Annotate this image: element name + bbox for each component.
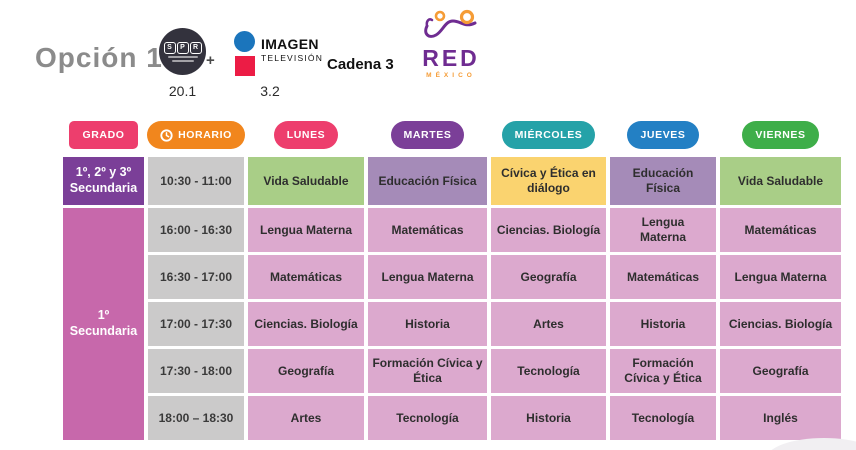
subject-cell: Vida Saludable — [248, 157, 364, 205]
cadena-3-label: Cadena 3 — [327, 56, 394, 73]
subject-cell: Educación Física — [368, 157, 487, 205]
grade-cell-all-secundaria: 1º, 2º y 3º Secundaria — [63, 157, 144, 205]
time-cell: 17:30 - 18:00 — [148, 349, 244, 393]
red-swoosh-icon — [424, 9, 477, 38]
subject-cell: Cívica y Ética en diálogo — [491, 157, 606, 205]
imagen-blue-circle-icon — [234, 31, 255, 52]
column-header-miercoles: MIÉRCOLES — [501, 121, 596, 149]
subject-cell: Tecnología — [368, 396, 487, 440]
subject-cell: Historia — [368, 302, 487, 346]
subject-cell: Historia — [610, 302, 716, 346]
subject-cell: Tecnología — [491, 349, 606, 393]
imagen-red-square-icon — [235, 56, 255, 76]
subject-cell: Geografía — [720, 349, 841, 393]
red-logo-subname: MÉXICO — [426, 72, 476, 79]
subject-cell: Matemáticas — [248, 255, 364, 299]
subject-cell: Lengua Materna — [720, 255, 841, 299]
time-cell: 16:00 - 16:30 — [148, 208, 244, 252]
time-cell: 16:30 - 17:00 — [148, 255, 244, 299]
subject-cell: Formación Cívica y Ética — [368, 349, 487, 393]
subject-cell: Artes — [248, 396, 364, 440]
subject-cell: Formación Cívica y Ética — [610, 349, 716, 393]
time-cell: 10:30 - 11:00 — [148, 157, 244, 205]
column-header-label: GRADO — [82, 129, 125, 141]
column-header-viernes: VIERNES — [742, 121, 819, 149]
spr-letters: S P R — [163, 41, 202, 54]
subject-cell: Historia — [491, 396, 606, 440]
subject-cell: Geografía — [491, 255, 606, 299]
red-logo-name: RED — [422, 45, 480, 71]
imagen-channel-number: 3.2 — [260, 83, 280, 99]
column-header-horario: HORARIO — [147, 121, 245, 149]
subject-cell: Ciencias. Biología — [491, 208, 606, 252]
subject-cell: Artes — [491, 302, 606, 346]
spr-caption-bar — [171, 59, 194, 62]
column-headers: GRADO HORARIO LUNES MARTES MIÉRCOLES JUE… — [63, 120, 841, 150]
subject-cell: Matemáticas — [610, 255, 716, 299]
imagen-logo-subname: TELEVISIÓN — [261, 53, 324, 63]
subject-cell: Lengua Materna — [368, 255, 487, 299]
imagen-television-logo: IMAGEN TELEVISIÓN — [261, 37, 323, 63]
subject-cell: Vida Saludable — [720, 157, 841, 205]
column-header-label: HORARIO — [178, 129, 232, 141]
red-mexico-logo: RED MÉXICO — [412, 8, 490, 79]
spr-letter: P — [176, 41, 189, 54]
time-cell: 17:00 - 17:30 — [148, 302, 244, 346]
column-header-martes: MARTES — [390, 121, 465, 149]
spr-channel-number: 20.1 — [168, 83, 197, 99]
subject-cell: Lengua Materna — [610, 208, 716, 252]
page-title: Opción 1 — [35, 42, 163, 73]
column-header-label: VIERNES — [755, 129, 806, 141]
clock-icon — [160, 128, 173, 142]
spr-letter: S — [163, 41, 176, 54]
subject-cell: Educación Física — [610, 157, 716, 205]
subject-cell: Tecnología — [610, 396, 716, 440]
column-header-label: JUEVES — [640, 129, 686, 141]
column-header-jueves: JUEVES — [627, 121, 699, 149]
subject-cell: Lengua Materna — [248, 208, 364, 252]
subject-cell: Matemáticas — [720, 208, 841, 252]
imagen-logo-name: IMAGEN — [261, 36, 319, 52]
column-header-label: LUNES — [286, 129, 326, 141]
subject-cell: Geografía — [248, 349, 364, 393]
plus-separator: + — [206, 52, 215, 69]
subject-cell: Ciencias. Biología — [248, 302, 364, 346]
subject-cell: Matemáticas — [368, 208, 487, 252]
column-header-lunes: LUNES — [273, 121, 339, 149]
column-header-label: MIÉRCOLES — [514, 129, 583, 141]
subject-cell: Ciencias. Biología — [720, 302, 841, 346]
time-cell: 18:00 – 18:30 — [148, 396, 244, 440]
spr-caption-bar — [167, 55, 198, 58]
grade-cell-1-secundaria: 1º Secundaria — [63, 208, 144, 440]
column-header-label: MARTES — [403, 129, 452, 141]
subject-cell: Inglés — [720, 396, 841, 440]
spr-letter: R — [189, 41, 202, 54]
column-header-grado: GRADO — [69, 121, 138, 149]
schedule-table: 1º, 2º y 3º Secundaria 10:30 - 11:00 Vid… — [63, 157, 841, 440]
spr-logo: S P R — [159, 28, 206, 75]
